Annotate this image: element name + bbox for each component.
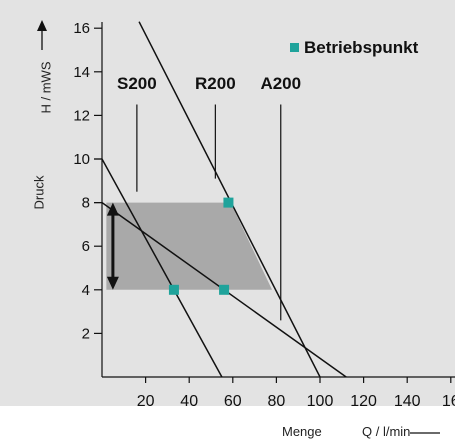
y-tick-label: 10 (73, 151, 90, 168)
x-tick-label: 140 (394, 393, 421, 410)
series-label: A200 (260, 74, 301, 93)
operating-point-marker (168, 284, 179, 295)
x-tick-label: 40 (180, 393, 198, 410)
operating-point-marker (219, 284, 230, 295)
y-axis-direction-arrow-head (37, 20, 47, 31)
y-tick-label: 14 (73, 64, 90, 81)
x-axis-unit-label: Q / l/min (362, 424, 411, 439)
series-line-s200 (102, 158, 223, 377)
x-tick-label: 80 (268, 393, 286, 410)
y-tick-label: 8 (82, 195, 90, 212)
x-tick-label: 16 (442, 393, 455, 410)
y-tick-label: 12 (73, 107, 90, 124)
x-tick-label: 120 (350, 393, 377, 410)
y-tick-label: 4 (82, 282, 90, 299)
pressure-range-arrow-head-down (106, 276, 119, 290)
x-tick-label: 60 (224, 393, 242, 410)
y-axis-unit-label: H / mWS (38, 61, 54, 114)
x-axis-label: Menge (282, 424, 322, 439)
x-tick-label: 20 (137, 393, 155, 410)
x-tick-label: 100 (307, 393, 334, 410)
y-tick-label: 16 (73, 20, 90, 37)
series-label: R200 (195, 74, 236, 93)
y-axis-label: Druck (31, 175, 47, 210)
legend-marker (290, 43, 299, 52)
operating-range-band (106, 202, 273, 290)
operating-point-marker (223, 197, 234, 208)
series-label: S200 (117, 74, 157, 93)
legend-label: Betriebspunkt (304, 38, 419, 57)
y-tick-label: 2 (82, 325, 90, 342)
y-tick-label: 6 (82, 238, 90, 255)
pressure-range-arrow-head-up (106, 202, 119, 216)
